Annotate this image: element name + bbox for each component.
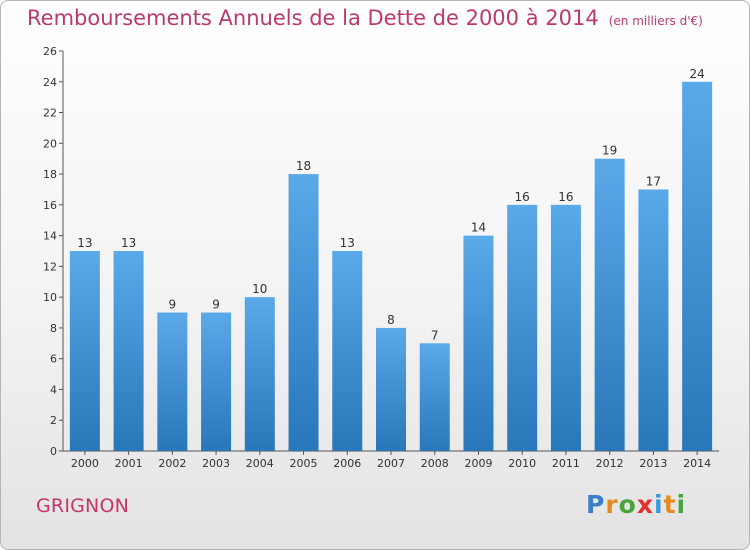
bar-2009 (463, 235, 494, 451)
logo-letter: t (663, 490, 677, 519)
logo-letter: x (636, 490, 654, 519)
y-tick-label: 8 (50, 322, 57, 335)
bar-2010 (507, 204, 538, 451)
x-tick-label-2006: 2006 (333, 457, 361, 470)
bar-2004 (244, 297, 275, 451)
x-tick-label-2009: 2009 (464, 457, 492, 470)
x-tick-label-2007: 2007 (377, 457, 405, 470)
value-label-2010: 16 (515, 190, 530, 204)
y-tick-label: 18 (43, 168, 57, 181)
value-label-2014: 24 (689, 67, 704, 81)
proxiti-logo: Proxiti (586, 490, 686, 519)
value-label-2012: 19 (602, 144, 617, 158)
bar-2005 (288, 174, 319, 452)
y-tick-label: 0 (50, 445, 57, 458)
commune-name: GRIGNON (36, 495, 130, 517)
x-tick-label-2004: 2004 (246, 457, 274, 470)
value-label-2009: 14 (471, 221, 486, 235)
bar-2011 (550, 204, 581, 451)
value-label-2004: 10 (252, 282, 267, 296)
chart-title-text: Remboursements Annuels de la Dette de 20… (27, 6, 599, 30)
chart-title: Remboursements Annuels de la Dette de 20… (27, 6, 703, 30)
x-tick-label-2000: 2000 (71, 457, 99, 470)
bar-2003 (201, 312, 232, 451)
x-tick-label-2001: 2001 (115, 457, 143, 470)
y-tick-label: 26 (43, 45, 57, 58)
y-tick-label: 16 (43, 199, 57, 212)
x-tick-label-2002: 2002 (158, 457, 186, 470)
y-tick-label: 24 (43, 76, 57, 89)
y-tick-label: 20 (43, 137, 57, 150)
bar-2002 (157, 312, 188, 451)
x-tick-label-2003: 2003 (202, 457, 230, 470)
bar-2006 (332, 251, 363, 451)
x-tick-label-2010: 2010 (508, 457, 536, 470)
value-label-2006: 13 (340, 236, 355, 250)
x-tick-label-2013: 2013 (639, 457, 667, 470)
bar-2001 (113, 251, 144, 451)
bar-2007 (376, 327, 406, 451)
value-label-2002: 9 (169, 298, 177, 312)
value-label-2000: 13 (77, 236, 92, 250)
value-label-2005: 18 (296, 159, 311, 173)
bar-2012 (594, 158, 625, 451)
x-axis: 2000 2001 2002 2003 2004 2005 2006 2007 2008 2009… (63, 450, 719, 470)
value-label-2008: 7 (431, 328, 439, 342)
x-tick-label-2012: 2012 (596, 457, 624, 470)
value-label-2003: 9 (212, 298, 220, 312)
value-label-2013: 17 (646, 174, 661, 188)
logo-letter: P (586, 490, 606, 519)
y-tick-label: 4 (50, 383, 57, 396)
y-tick-label: 6 (50, 353, 57, 366)
bar-2014 (682, 81, 713, 452)
x-tick-label-2014: 2014 (683, 457, 711, 470)
logo-letter: i (654, 490, 664, 519)
bars (69, 81, 713, 452)
y-tick-label: 12 (43, 260, 57, 273)
y-tick-label: 10 (43, 291, 57, 304)
x-tick-label-2005: 2005 (290, 457, 318, 470)
value-labels: 13 13 9 9 10 18 13 8 7 14 16 16 19 17 24 (77, 67, 705, 343)
y-tick-label: 2 (50, 414, 57, 427)
y-tick-label: 14 (43, 230, 57, 243)
y-tick-label: 22 (43, 107, 57, 120)
x-tick-label-2008: 2008 (421, 457, 449, 470)
logo-letter: r (605, 490, 619, 519)
logo-letter: o (618, 490, 637, 519)
value-label-2011: 16 (558, 190, 573, 204)
x-tick-label-2011: 2011 (552, 457, 580, 470)
bar-2000 (69, 251, 100, 451)
unit-note: (en milliers d'€) (608, 14, 703, 28)
value-label-2001: 13 (121, 236, 136, 250)
value-label-2007: 8 (387, 313, 395, 327)
bar-2013 (638, 189, 669, 451)
logo-letter: i (676, 490, 687, 519)
bar-2008 (419, 343, 450, 451)
